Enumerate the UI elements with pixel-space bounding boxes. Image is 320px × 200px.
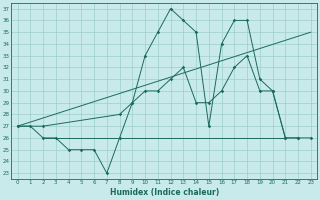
X-axis label: Humidex (Indice chaleur): Humidex (Indice chaleur) — [109, 188, 219, 197]
